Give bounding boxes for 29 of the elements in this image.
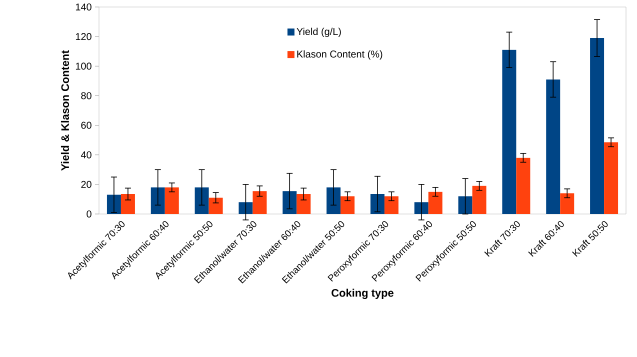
bar (208, 198, 223, 214)
y-axis-title: Yield & Klason Content (60, 50, 70, 171)
bar (120, 194, 135, 214)
bar (502, 50, 516, 214)
bar (384, 196, 398, 214)
bar (252, 191, 267, 214)
legend-label: Yield (g/L) (296, 28, 341, 38)
y-tick-label: 120 (76, 33, 92, 40)
legend-label: Klason Content (%) (297, 50, 382, 60)
y-tick-label: 140 (76, 3, 92, 11)
bar (340, 196, 355, 214)
y-tick-label: 80 (81, 92, 92, 100)
bar (604, 142, 618, 214)
y-tick-label: 40 (80, 151, 92, 158)
bar (472, 186, 486, 214)
bar (516, 158, 530, 214)
bar (238, 202, 253, 214)
bar (590, 38, 604, 214)
y-tick-label: 60 (81, 122, 92, 129)
bar (428, 192, 442, 214)
bar (560, 193, 574, 214)
bar (546, 79, 560, 214)
bar (414, 202, 428, 214)
y-tick-label: 100 (76, 62, 92, 70)
y-tick-label: 20 (81, 180, 92, 188)
bar (164, 187, 179, 214)
y-tick-label: 0 (86, 210, 92, 218)
x-axis-title: Coking type (332, 288, 394, 299)
bar (296, 194, 311, 214)
